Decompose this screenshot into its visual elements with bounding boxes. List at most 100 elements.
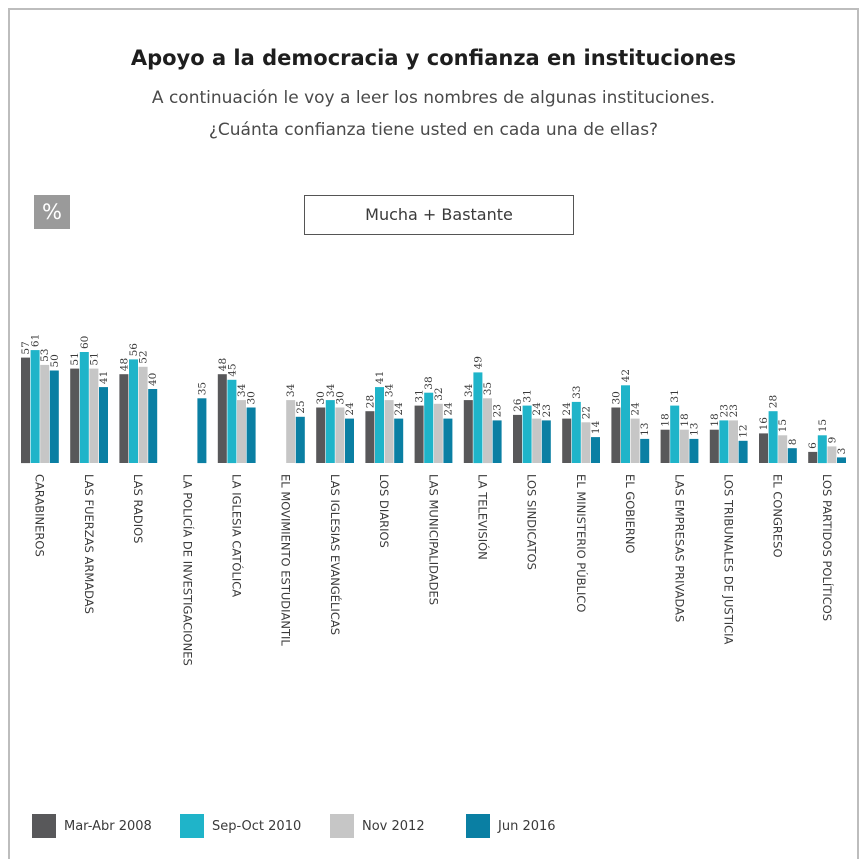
bar bbox=[483, 398, 492, 464]
category-label-las-municipalidades: LAS MUNICIPALIDADES bbox=[426, 474, 440, 605]
data-label: 14 bbox=[590, 420, 602, 434]
bar bbox=[522, 405, 532, 463]
data-label: 51 bbox=[69, 352, 81, 365]
bar bbox=[433, 403, 443, 463]
data-label: 3 bbox=[836, 448, 848, 455]
bar bbox=[827, 446, 837, 464]
bar bbox=[778, 435, 788, 464]
data-label: 32 bbox=[433, 387, 445, 400]
data-label: 24 bbox=[393, 402, 405, 416]
bar bbox=[414, 405, 424, 463]
data-label: 25 bbox=[295, 400, 307, 413]
bar bbox=[837, 457, 846, 463]
bar bbox=[148, 389, 158, 463]
data-label: 31 bbox=[669, 389, 681, 402]
data-label: 50 bbox=[49, 354, 61, 367]
bar bbox=[365, 411, 375, 463]
data-label: 34 bbox=[236, 383, 248, 397]
category-label-los-tribunales-de-justicia: LOS TRIBUNALES DE JUSTICIA bbox=[722, 474, 736, 645]
bar bbox=[70, 368, 80, 463]
data-label: 35 bbox=[196, 382, 208, 395]
bar bbox=[817, 435, 827, 464]
bar bbox=[611, 407, 621, 463]
bar bbox=[532, 418, 542, 463]
bar bbox=[21, 357, 30, 464]
data-label: 28 bbox=[364, 395, 376, 408]
legend-label: Mar-Abr 2008 bbox=[64, 818, 152, 834]
data-label: 18 bbox=[660, 413, 672, 426]
bar bbox=[689, 438, 699, 463]
legend-label: Sep-Oct 2010 bbox=[212, 818, 302, 834]
data-label: 41 bbox=[374, 371, 386, 384]
data-label: 24 bbox=[630, 402, 642, 416]
legend-swatch bbox=[32, 814, 56, 838]
legend: Mar-Abr 2008 Sep-Oct 2010 Nov 2012 Jun 2… bbox=[32, 814, 556, 838]
data-label: 23 bbox=[728, 404, 740, 417]
category-label-el-congreso: EL CONGRESO bbox=[771, 474, 785, 558]
bar-group-las-fuerzas-armadas: 51 60 51 41 bbox=[69, 336, 110, 463]
legend-swatch bbox=[466, 814, 490, 838]
data-label: 24 bbox=[344, 402, 356, 416]
data-label: 34 bbox=[463, 383, 475, 397]
bar bbox=[325, 400, 335, 463]
bar bbox=[738, 440, 748, 463]
data-label: 23 bbox=[718, 404, 730, 417]
legend-item-mar-abr-2008: Mar-Abr 2008 bbox=[32, 814, 180, 838]
data-label: 53 bbox=[39, 349, 51, 362]
bar-group-el-gobierno: 30 42 24 13 bbox=[610, 369, 651, 463]
category-label-las-fuerzas-armadas: LAS FUERZAS ARMADAS bbox=[82, 474, 96, 614]
data-label: 48 bbox=[217, 358, 229, 371]
data-label: 48 bbox=[118, 358, 130, 371]
bar bbox=[660, 429, 670, 463]
bar bbox=[227, 379, 237, 464]
data-label: 31 bbox=[414, 389, 426, 402]
data-label: 42 bbox=[620, 369, 632, 382]
data-label: 60 bbox=[79, 336, 91, 349]
chart-subtitle-line-2: ¿Cuánta confianza tiene usted en cada un… bbox=[208, 120, 659, 140]
data-label: 22 bbox=[580, 406, 592, 419]
data-label: 24 bbox=[561, 402, 573, 416]
chart-title: Apoyo a la democracia y confianza en ins… bbox=[130, 46, 737, 70]
category-label-los-diarios: LOS DIARIOS bbox=[377, 474, 391, 548]
bar bbox=[709, 429, 719, 463]
bar bbox=[49, 370, 59, 463]
legend-item-nov-2012: Nov 2012 bbox=[330, 814, 466, 838]
bar bbox=[808, 451, 818, 463]
data-label: 30 bbox=[246, 391, 258, 404]
legend-swatch bbox=[330, 814, 354, 838]
bar bbox=[30, 350, 40, 463]
bar bbox=[719, 420, 729, 463]
bar bbox=[571, 401, 581, 463]
data-label: 18 bbox=[679, 413, 691, 426]
bar bbox=[640, 438, 650, 463]
category-label-la-iglesia-catolica: LA IGLESIA CATÓLICA bbox=[230, 474, 245, 597]
legend-label: Nov 2012 bbox=[362, 818, 425, 834]
measure-label-box: Mucha + Bastante bbox=[304, 195, 574, 235]
data-label: 41 bbox=[98, 371, 110, 384]
chart-subtitle-line-1: A continuación le voy a leer los nombres… bbox=[151, 88, 716, 108]
bar bbox=[217, 374, 227, 463]
category-label-la-policia-de-investigaciones: LA POLICÍA DE INVESTIGACIONES bbox=[180, 474, 195, 666]
category-label-las-empresas-privadas: LAS EMPRESAS PRIVADAS bbox=[672, 474, 686, 622]
data-label: 51 bbox=[88, 352, 100, 365]
bar bbox=[79, 352, 89, 463]
data-label: 34 bbox=[384, 383, 396, 397]
bar bbox=[99, 387, 108, 463]
data-label: 45 bbox=[226, 363, 238, 376]
bar bbox=[246, 407, 256, 463]
data-label: 49 bbox=[472, 356, 484, 369]
bar bbox=[670, 405, 680, 463]
category-label-el-gobierno: EL GOBIERNO bbox=[623, 474, 637, 553]
bar bbox=[335, 407, 345, 463]
bar bbox=[541, 420, 551, 463]
data-label: 23 bbox=[492, 404, 504, 417]
